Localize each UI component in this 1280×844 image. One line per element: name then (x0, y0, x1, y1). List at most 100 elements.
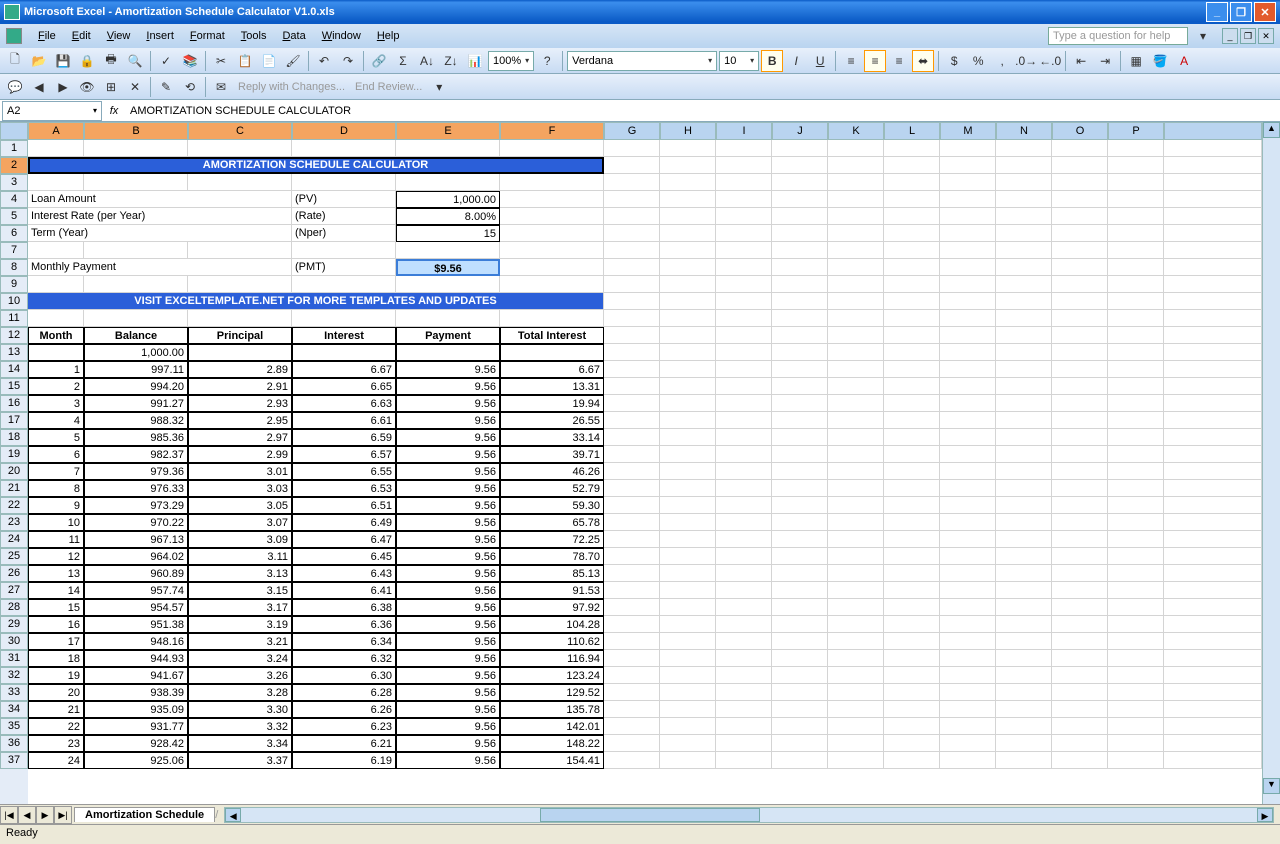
cell[interactable] (396, 140, 500, 157)
cell[interactable] (884, 378, 940, 395)
table-cell[interactable]: 19.94 (500, 395, 604, 412)
cell[interactable] (660, 446, 716, 463)
bold-button[interactable]: B (761, 50, 783, 72)
table-cell[interactable]: 116.94 (500, 650, 604, 667)
cell[interactable] (772, 327, 828, 344)
cell[interactable] (1052, 259, 1108, 276)
col-header-M[interactable]: M (940, 122, 996, 140)
cell[interactable] (940, 310, 996, 327)
cell[interactable] (1052, 463, 1108, 480)
table-cell[interactable]: 954.57 (84, 599, 188, 616)
cell[interactable] (996, 752, 1052, 769)
cell[interactable] (884, 412, 940, 429)
cell[interactable] (292, 276, 396, 293)
cell[interactable] (28, 344, 84, 361)
table-cell[interactable]: 104.28 (500, 616, 604, 633)
cell[interactable]: (Rate) (292, 208, 396, 225)
cell[interactable] (604, 633, 660, 650)
new-comment-icon[interactable]: 💬 (4, 76, 26, 98)
cell[interactable] (604, 480, 660, 497)
cell[interactable] (1108, 650, 1164, 667)
cell[interactable] (940, 378, 996, 395)
cell[interactable] (1108, 684, 1164, 701)
cell[interactable] (660, 616, 716, 633)
cell[interactable] (884, 684, 940, 701)
cell[interactable] (828, 361, 884, 378)
table-cell[interactable]: 7 (28, 463, 84, 480)
cell[interactable] (716, 514, 772, 531)
cell[interactable] (772, 463, 828, 480)
cell[interactable] (1052, 582, 1108, 599)
cell[interactable] (940, 293, 996, 310)
table-cell[interactable]: 65.78 (500, 514, 604, 531)
cell[interactable] (188, 310, 292, 327)
table-cell[interactable]: 39.71 (500, 446, 604, 463)
cell[interactable] (772, 412, 828, 429)
cell[interactable] (716, 735, 772, 752)
cell[interactable] (940, 208, 996, 225)
spelling-icon[interactable]: ✓ (155, 50, 177, 72)
cell[interactable] (604, 514, 660, 531)
table-cell[interactable]: 6.63 (292, 395, 396, 412)
cell[interactable] (84, 140, 188, 157)
cell[interactable]: 1,000.00 (396, 191, 500, 208)
table-cell[interactable]: 997.11 (84, 361, 188, 378)
cell[interactable] (884, 616, 940, 633)
cell[interactable] (996, 565, 1052, 582)
cell[interactable] (884, 497, 940, 514)
cell[interactable] (716, 157, 772, 174)
cell[interactable] (1052, 735, 1108, 752)
row-header-1[interactable]: 1 (0, 140, 28, 157)
cell[interactable] (1108, 276, 1164, 293)
table-cell[interactable]: 6.67 (500, 361, 604, 378)
cell[interactable] (996, 174, 1052, 191)
cell[interactable] (772, 480, 828, 497)
cell[interactable] (772, 650, 828, 667)
cell[interactable] (996, 344, 1052, 361)
table-cell[interactable]: 964.02 (84, 548, 188, 565)
cell[interactable] (604, 429, 660, 446)
cell[interactable] (604, 378, 660, 395)
table-cell[interactable]: 6.30 (292, 667, 396, 684)
cell[interactable] (884, 344, 940, 361)
row-header-20[interactable]: 20 (0, 463, 28, 480)
cell[interactable] (1108, 361, 1164, 378)
table-cell[interactable]: 11 (28, 531, 84, 548)
cell[interactable] (828, 276, 884, 293)
cell[interactable] (1108, 633, 1164, 650)
cell[interactable] (716, 378, 772, 395)
cell[interactable] (1052, 667, 1108, 684)
cell[interactable] (1052, 446, 1108, 463)
chart-icon[interactable]: 📊 (464, 50, 486, 72)
col-header-B[interactable]: B (84, 122, 188, 140)
cell[interactable] (1108, 531, 1164, 548)
table-cell[interactable]: 9.56 (396, 752, 500, 769)
cell[interactable] (716, 718, 772, 735)
prev-comment-icon[interactable]: ◀ (28, 76, 50, 98)
cell[interactable] (660, 140, 716, 157)
row-header-35[interactable]: 35 (0, 718, 28, 735)
cell[interactable] (940, 480, 996, 497)
cell[interactable] (940, 548, 996, 565)
cell[interactable] (940, 174, 996, 191)
cell[interactable] (828, 735, 884, 752)
cell[interactable] (604, 497, 660, 514)
table-cell[interactable]: 142.01 (500, 718, 604, 735)
table-cell[interactable]: 3.05 (188, 497, 292, 514)
cell[interactable] (1108, 293, 1164, 310)
cell[interactable] (884, 429, 940, 446)
cell[interactable] (660, 225, 716, 242)
cell[interactable] (716, 667, 772, 684)
cell[interactable] (28, 310, 84, 327)
table-cell[interactable]: 123.24 (500, 667, 604, 684)
cell[interactable] (772, 565, 828, 582)
table-cell[interactable]: 6.65 (292, 378, 396, 395)
align-center-icon[interactable]: ≡ (864, 50, 886, 72)
cell[interactable] (828, 429, 884, 446)
cell[interactable] (996, 718, 1052, 735)
cell[interactable] (604, 344, 660, 361)
row-header-10[interactable]: 10 (0, 293, 28, 310)
cell[interactable] (716, 429, 772, 446)
cell[interactable] (996, 735, 1052, 752)
cell[interactable] (884, 395, 940, 412)
